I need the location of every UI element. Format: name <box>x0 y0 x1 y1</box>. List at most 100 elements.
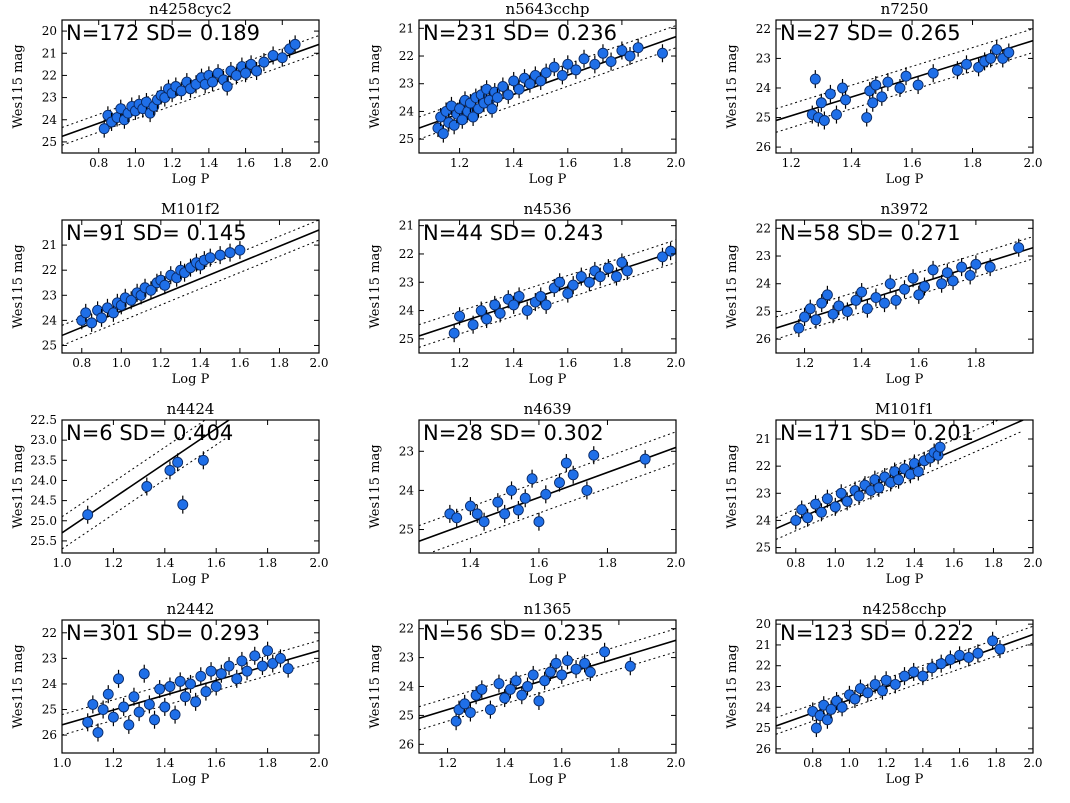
data-point <box>133 706 145 718</box>
fit-bound-line <box>776 430 1024 540</box>
data-point <box>207 76 218 88</box>
data-point <box>177 499 189 511</box>
panel-title: M101f2 <box>161 200 220 218</box>
fit-bound-line <box>419 239 676 326</box>
x-axis-label: Log P <box>529 772 567 787</box>
x-tick-label: 1.6 <box>558 356 577 370</box>
data-point <box>267 658 279 669</box>
data-point <box>991 44 1003 56</box>
data-point <box>870 79 882 91</box>
panel-title: n4258cyc2 <box>149 0 232 18</box>
data-point <box>994 643 1006 655</box>
y-tick-label: 23 <box>399 651 414 665</box>
data-point <box>793 322 805 334</box>
data-point <box>665 245 676 257</box>
fit-bound-line <box>62 420 207 518</box>
data-point <box>639 453 651 465</box>
data-point <box>149 714 160 726</box>
y-tick-label: 25 <box>756 541 771 555</box>
data-point <box>82 509 94 521</box>
x-tick-label: 1.8 <box>966 356 985 370</box>
stats-annotation: N=171 SD= 0.201 <box>780 421 974 445</box>
fit-bound-line <box>62 435 230 550</box>
x-tick-label: 1.8 <box>598 556 617 570</box>
data-point <box>972 647 984 659</box>
data-point <box>899 283 910 295</box>
stats-annotation: N=28 SD= 0.302 <box>423 421 604 445</box>
y-tick-label: 22 <box>756 659 771 673</box>
x-tick-label: 1.6 <box>207 556 226 570</box>
data-point <box>143 698 155 710</box>
data-point <box>492 92 503 104</box>
data-point <box>856 286 868 298</box>
stats-annotation: N=27 SD= 0.265 <box>780 21 961 45</box>
y-tick-label: 22 <box>756 459 771 473</box>
data-point <box>527 669 539 681</box>
data-point <box>927 264 939 276</box>
data-point <box>179 691 191 703</box>
y-tick-label: 21 <box>42 238 57 252</box>
y-tick-label: 21 <box>756 638 771 652</box>
x-tick-label: 1.4 <box>495 756 514 770</box>
x-tick-label: 1.6 <box>944 556 963 570</box>
data-point <box>879 297 890 309</box>
x-tick-label: 2.0 <box>309 756 328 770</box>
data-point <box>893 474 905 486</box>
x-axis-label: Log P <box>172 172 210 187</box>
data-point <box>522 681 533 692</box>
y-tick-label: 21 <box>756 432 771 446</box>
data-point <box>880 674 892 686</box>
data-point <box>231 673 243 685</box>
data-point <box>1003 47 1015 58</box>
data-point <box>185 678 196 690</box>
data-point <box>484 704 496 716</box>
data-point <box>190 696 202 708</box>
data-point <box>912 466 924 478</box>
data-point <box>548 61 560 73</box>
data-point <box>912 79 924 91</box>
data-point <box>790 514 802 526</box>
y-tick-label: 26 <box>756 742 771 756</box>
data-point <box>236 655 248 667</box>
x-tick-label: 1.2 <box>104 556 123 570</box>
data-point <box>876 91 888 103</box>
x-tick-label: 1.6 <box>236 156 255 170</box>
data-point <box>919 281 930 292</box>
data-point <box>907 272 919 284</box>
stats-annotation: N=56 SD= 0.235 <box>423 621 604 645</box>
axes-frame <box>775 419 1034 554</box>
y-tick-label: 25 <box>756 304 771 318</box>
data-point <box>908 666 920 678</box>
data-point <box>494 307 506 319</box>
data-point <box>810 722 822 734</box>
data-point <box>533 516 545 528</box>
fit-bound-line <box>428 462 676 553</box>
data-point <box>575 271 587 283</box>
y-tick-label: 23 <box>399 77 414 91</box>
data-point <box>562 655 573 666</box>
data-point <box>92 727 104 738</box>
y-tick-label: 24 <box>756 81 772 95</box>
y-axis-label: Wes115 mag <box>11 44 26 128</box>
x-tick-label: 2.0 <box>1023 756 1042 770</box>
x-tick-label: 1.4 <box>504 156 523 170</box>
x-tick-label: 1.4 <box>461 556 480 570</box>
fit-bound-line <box>62 239 319 346</box>
data-point <box>821 493 833 505</box>
data-point <box>533 695 545 707</box>
data-point <box>154 683 166 695</box>
data-point <box>809 73 821 85</box>
axes-frame <box>775 219 1034 354</box>
data-point <box>873 482 885 494</box>
data-point <box>486 103 498 115</box>
data-point <box>900 70 912 82</box>
data-point <box>935 658 947 670</box>
data-point <box>829 501 841 513</box>
data-point <box>869 678 881 690</box>
data-point <box>540 488 552 500</box>
data-point <box>471 508 483 520</box>
data-point <box>141 481 153 492</box>
stats-annotation: N=58 SD= 0.271 <box>780 221 961 245</box>
data-point <box>510 675 522 687</box>
